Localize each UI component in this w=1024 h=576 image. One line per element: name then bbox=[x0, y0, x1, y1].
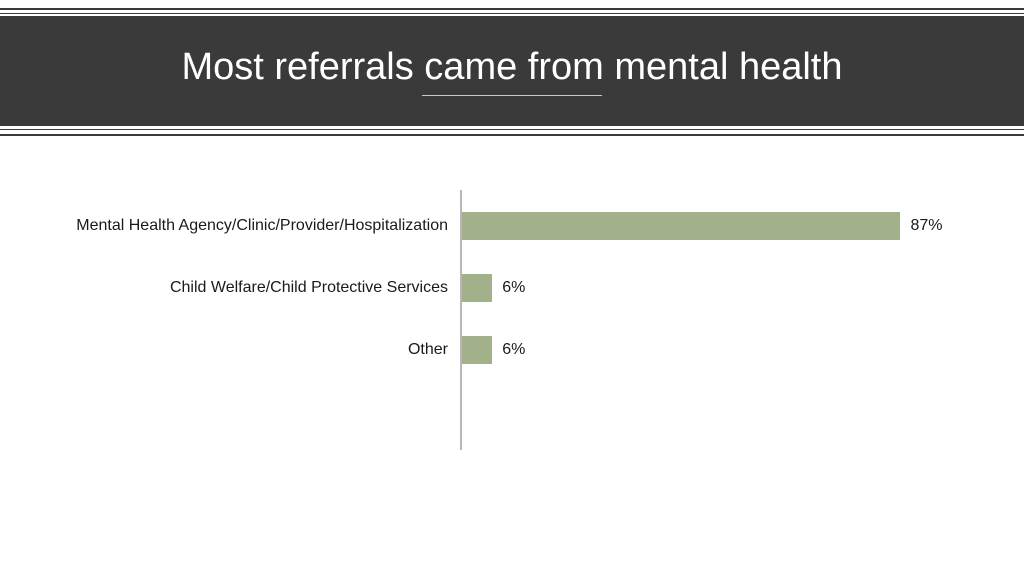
rule-inner-bottom bbox=[0, 129, 1024, 130]
category-label: Other bbox=[0, 332, 448, 368]
value-label: 87% bbox=[910, 208, 942, 244]
rule-outer-bottom bbox=[0, 134, 1024, 136]
slide: { "layout": { "title_band": { "top": 16,… bbox=[0, 0, 1024, 576]
bar bbox=[462, 212, 900, 240]
chart: Mental Health Agency/Clinic/Provider/Hos… bbox=[0, 190, 1024, 450]
chart-row: Other 6% bbox=[0, 332, 1024, 368]
bar bbox=[462, 336, 492, 364]
chart-row: Child Welfare/Child Protective Services 6… bbox=[0, 270, 1024, 306]
chart-row: Mental Health Agency/Clinic/Provider/Hos… bbox=[0, 208, 1024, 244]
title-band: Most referrals came from mental health bbox=[0, 16, 1024, 126]
rule-outer-top bbox=[0, 8, 1024, 10]
value-label: 6% bbox=[502, 270, 525, 306]
category-label: Mental Health Agency/Clinic/Provider/Hos… bbox=[0, 208, 448, 244]
slide-title: Most referrals came from mental health bbox=[181, 46, 842, 89]
category-label: Child Welfare/Child Protective Services bbox=[0, 270, 448, 306]
title-underline bbox=[422, 95, 602, 96]
value-label: 6% bbox=[502, 332, 525, 368]
bar bbox=[462, 274, 492, 302]
rule-inner-top bbox=[0, 13, 1024, 14]
